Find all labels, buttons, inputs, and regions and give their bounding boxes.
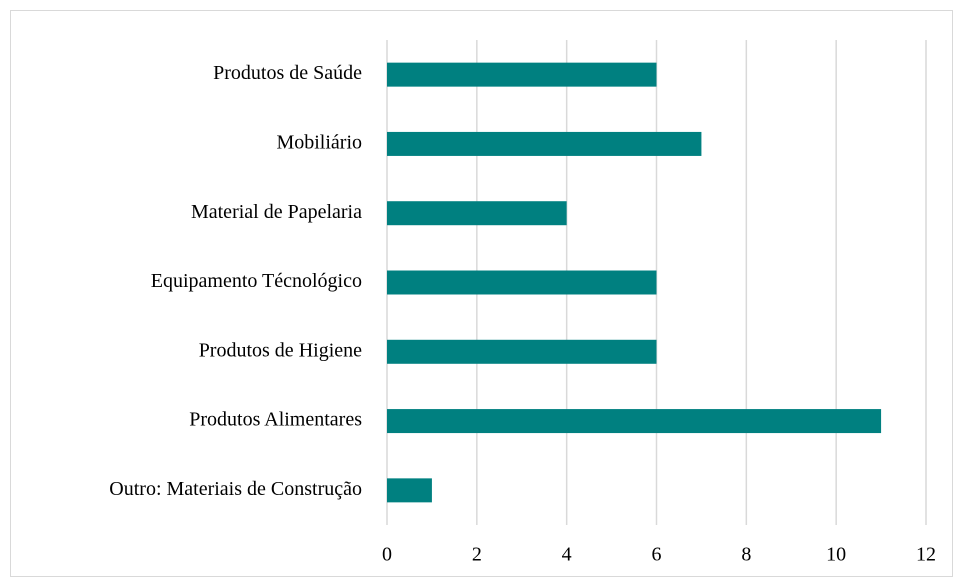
x-tick-label: 8: [741, 544, 751, 566]
chart-border: [10, 10, 953, 577]
bar: [387, 478, 432, 503]
bar: [387, 409, 882, 434]
bar: [387, 201, 567, 226]
y-tick-label: Produtos de Saúde: [213, 62, 362, 84]
bar: [387, 131, 702, 156]
x-tick-label: 6: [652, 544, 662, 566]
y-tick-label: Material de Papelaria: [191, 201, 362, 223]
x-tick-label: 0: [382, 544, 392, 566]
y-tick-label: Outro: Materiais de Construção: [109, 478, 362, 500]
y-tick-label: Mobiliário: [276, 132, 362, 154]
bar: [387, 62, 657, 87]
y-tick-label: Equipamento Técnológico: [151, 270, 362, 292]
x-tick-label: 12: [916, 544, 936, 566]
x-tick-label: 4: [562, 544, 572, 566]
x-tick-label: 2: [472, 544, 482, 566]
bar: [387, 270, 657, 295]
bar: [387, 339, 657, 364]
y-tick-label: Produtos Alimentares: [189, 409, 362, 431]
x-tick-label: 10: [826, 544, 846, 566]
y-tick-label: Produtos de Higiene: [199, 339, 362, 361]
